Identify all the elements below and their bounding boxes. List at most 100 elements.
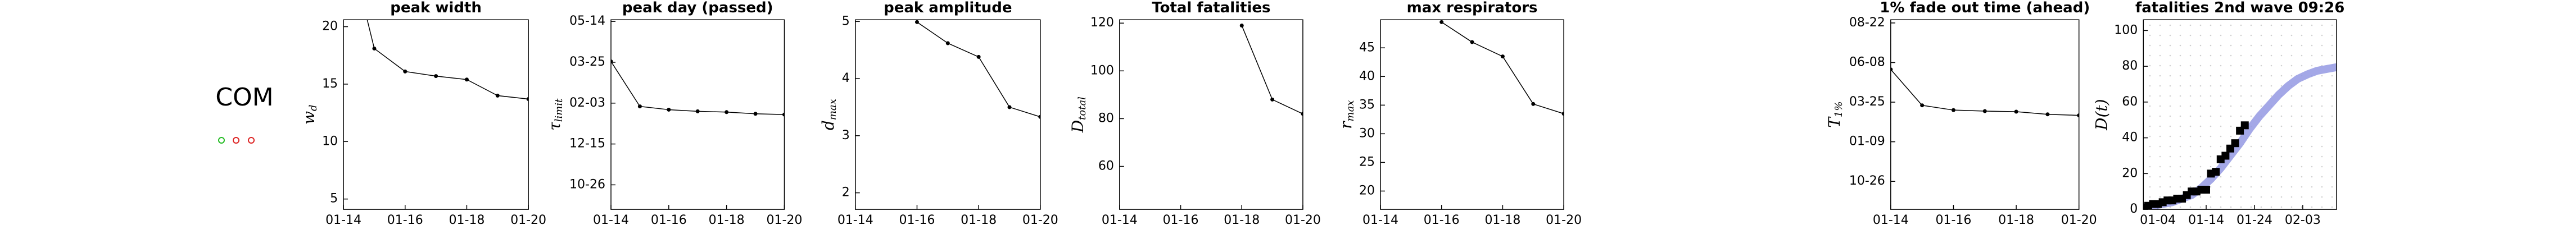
data-point [526, 97, 529, 102]
y-tick-label: 01-09 [1849, 135, 1885, 149]
y-axis-label-base: w [300, 111, 318, 125]
plot-area [1439, 20, 1564, 116]
x-tick-label: 01-20 [510, 213, 546, 227]
data-point [2014, 109, 2018, 114]
axes-frame [1119, 19, 1303, 210]
data-point [1007, 105, 1012, 109]
y-tick-label: 15 [322, 77, 338, 91]
y-tick-label: 2 [842, 186, 850, 200]
panel: peak day (passed) 10-26 12-15 02-03 03-25 05-… [545, 0, 802, 227]
y-tick-label: 80 [1098, 111, 1114, 125]
y-axis-label: τlimit [545, 98, 565, 131]
axes-frame [1890, 19, 2080, 210]
y-tick-label: 10 [322, 134, 338, 148]
y-axis-label: D(t) [2092, 99, 2111, 131]
y-axis-label-base: r [1337, 121, 1355, 129]
y-tick-label: 0 [2130, 202, 2138, 216]
y-tick-label: 12-15 [569, 137, 605, 151]
plot-area [914, 20, 1040, 119]
y-tick-label: 80 [2122, 59, 2138, 73]
panel: peak width 5 10 15 20 01-14 01-16 01-18 01-20 wd [300, 0, 547, 227]
data-point [372, 46, 377, 51]
data-point [753, 112, 758, 116]
chart-title: peak amplitude [884, 0, 1012, 16]
data-point [2231, 139, 2239, 148]
y-tick-label: 06-08 [1849, 55, 1885, 69]
x-tick-label: 01-16 [1424, 213, 1460, 227]
data-point [782, 112, 785, 117]
y-tick-label: 05-14 [569, 14, 605, 28]
data-point [1531, 102, 1536, 106]
y-tick-label: 120 [1090, 16, 1114, 30]
data-point [1500, 54, 1505, 59]
x-tick-label: 01-16 [651, 213, 687, 227]
data-point [1270, 97, 1275, 102]
y-tick-label: 10-26 [1849, 174, 1885, 188]
y-tick-label: 20 [322, 20, 338, 34]
x-tick-label: 01-14 [837, 213, 873, 227]
y-tick-label: 30 [1359, 126, 1375, 140]
chart-title: Total fatalities [1152, 0, 1270, 16]
data-point [403, 69, 408, 74]
data-point [725, 110, 729, 114]
axes-frame [855, 19, 1041, 210]
plot-area [1239, 23, 1303, 116]
x-tick-label: 01-16 [1935, 213, 1971, 227]
panel-label: COM [215, 83, 273, 112]
y-axis-label-sub: total [1076, 97, 1088, 120]
x-tick-label: 01-14 [2188, 213, 2224, 227]
data-line [610, 61, 785, 115]
chart-title: peak day (passed) [622, 0, 773, 16]
y-axis-label-base: d [818, 120, 837, 130]
y-tick-label: 5 [842, 14, 850, 28]
y-tick-label: 02-03 [569, 96, 605, 110]
y-axis-label: T1% [1825, 102, 1845, 128]
data-point [2221, 152, 2230, 160]
y-tick-label: 3 [842, 129, 850, 143]
data-point [667, 107, 671, 112]
chart-title: fatalities 2nd wave 09:26 [2135, 0, 2344, 16]
data-point [1301, 112, 1303, 116]
y-tick-label: 4 [842, 71, 850, 85]
indicator [233, 137, 239, 144]
y-axis-label-sub: limit [553, 98, 565, 122]
x-tick-label: 01-20 [766, 213, 802, 227]
x-tick-label: 01-14 [1873, 213, 1909, 227]
plot-area [2143, 63, 2337, 210]
y-tick-label: 20 [1359, 183, 1375, 198]
data-point [464, 77, 469, 82]
plot-area [1890, 67, 2079, 118]
data-point [2240, 121, 2249, 130]
y-axis-label-base: D(t) [2092, 99, 2111, 131]
y-axis-label-sub: 1% [1833, 102, 1845, 118]
plot-area [366, 20, 529, 102]
x-tick-label: 01-16 [1163, 213, 1199, 227]
data-point [1239, 23, 1244, 27]
y-axis-label: wd [300, 104, 320, 125]
y-tick-label: 03-25 [1849, 95, 1885, 109]
y-axis-label: Dtotal [1068, 97, 1088, 133]
data-point [1951, 108, 1955, 112]
x-tick-label: 01-14 [1102, 213, 1138, 227]
x-tick-label: 01-18 [1484, 213, 1520, 227]
axes-frame [610, 19, 785, 210]
data-point [1561, 112, 1564, 116]
y-tick-label: 5 [330, 192, 338, 206]
y-tick-label: 08-22 [1849, 16, 1885, 30]
panel: max respirators 20 25 30 35 40 45 01-14 01-16 01-… [1337, 0, 1582, 227]
y-axis-label-sub: max [1344, 100, 1356, 122]
data-point [610, 59, 613, 64]
y-axis-label: dmax [818, 99, 839, 130]
x-tick-label: 02-03 [2285, 213, 2321, 227]
data-point [434, 74, 438, 79]
x-tick-label: 01-14 [593, 213, 629, 227]
x-tick-label: 01-04 [2140, 213, 2176, 227]
x-tick-label: 01-16 [899, 213, 935, 227]
x-tick-label: 01-18 [961, 213, 997, 227]
indicator [218, 137, 225, 144]
y-axis-label-base: T [1825, 116, 1843, 128]
panel: 1% fade out time (ahead) 10-26 01-09 03-25 0… [1825, 0, 2097, 227]
x-tick-label: 01-18 [1998, 213, 2034, 227]
y-tick-label: 35 [1359, 98, 1375, 112]
plot-area [610, 59, 785, 117]
